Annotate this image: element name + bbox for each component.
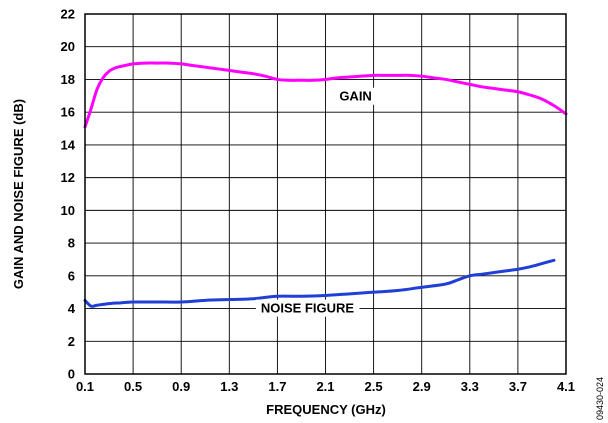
noise-figure-series-line (83, 258, 556, 308)
x-axis-title: FREQUENCY (GHz) (266, 402, 386, 417)
x-tick-label: 3.3 (461, 379, 479, 394)
y-tick-label: 18 (61, 72, 75, 87)
x-tick-label: 2.1 (316, 379, 334, 394)
y-tick-label: 20 (61, 39, 75, 54)
gain-label-background (334, 87, 377, 105)
noise-figure-label-background (255, 299, 360, 317)
x-tick-label: 4.1 (557, 379, 575, 394)
figure-id: 09430-024 (595, 377, 605, 420)
y-tick-label: 12 (61, 170, 75, 185)
y-tick-label: 14 (61, 137, 76, 152)
y-axis-title: GAIN AND NOISE FIGURE (dB) (11, 99, 26, 289)
y-tick-label: 0 (68, 367, 75, 382)
x-tick-label: 0.5 (124, 379, 142, 394)
x-tick-label: 2.5 (365, 379, 383, 394)
x-axis-tick-labels: 0.1 0.5 0.9 1.3 1.7 2.1 2.5 2.9 3.3 3.7 4.1 (76, 379, 575, 394)
x-tick-label: 3.7 (509, 379, 527, 394)
y-tick-label: 8 (68, 236, 75, 251)
y-tick-label: 22 (61, 7, 75, 22)
x-tick-label: 0.9 (172, 379, 190, 394)
y-axis-tick-labels: 0 2 4 6 8 10 12 14 16 18 20 22 (61, 7, 76, 382)
series-lines (83, 61, 568, 308)
y-tick-label: 4 (68, 301, 76, 316)
x-tick-label: 2.9 (413, 379, 431, 394)
series-labels: GAIN NOISE FIGURE (255, 87, 377, 317)
gain-series-label: GAIN (339, 89, 372, 104)
gain-series-line (83, 61, 568, 129)
y-tick-label: 16 (61, 105, 75, 120)
y-tick-label: 6 (68, 268, 75, 283)
plot-area-frame (84, 13, 567, 375)
x-tick-label: 1.3 (220, 379, 238, 394)
chart-grid (84, 13, 567, 375)
y-tick-label: 10 (61, 203, 75, 218)
noise-figure-series-label: NOISE FIGURE (261, 301, 355, 316)
y-tick-label: 2 (68, 334, 75, 349)
x-tick-label: 1.7 (268, 379, 286, 394)
x-tick-label: 0.1 (76, 379, 94, 394)
